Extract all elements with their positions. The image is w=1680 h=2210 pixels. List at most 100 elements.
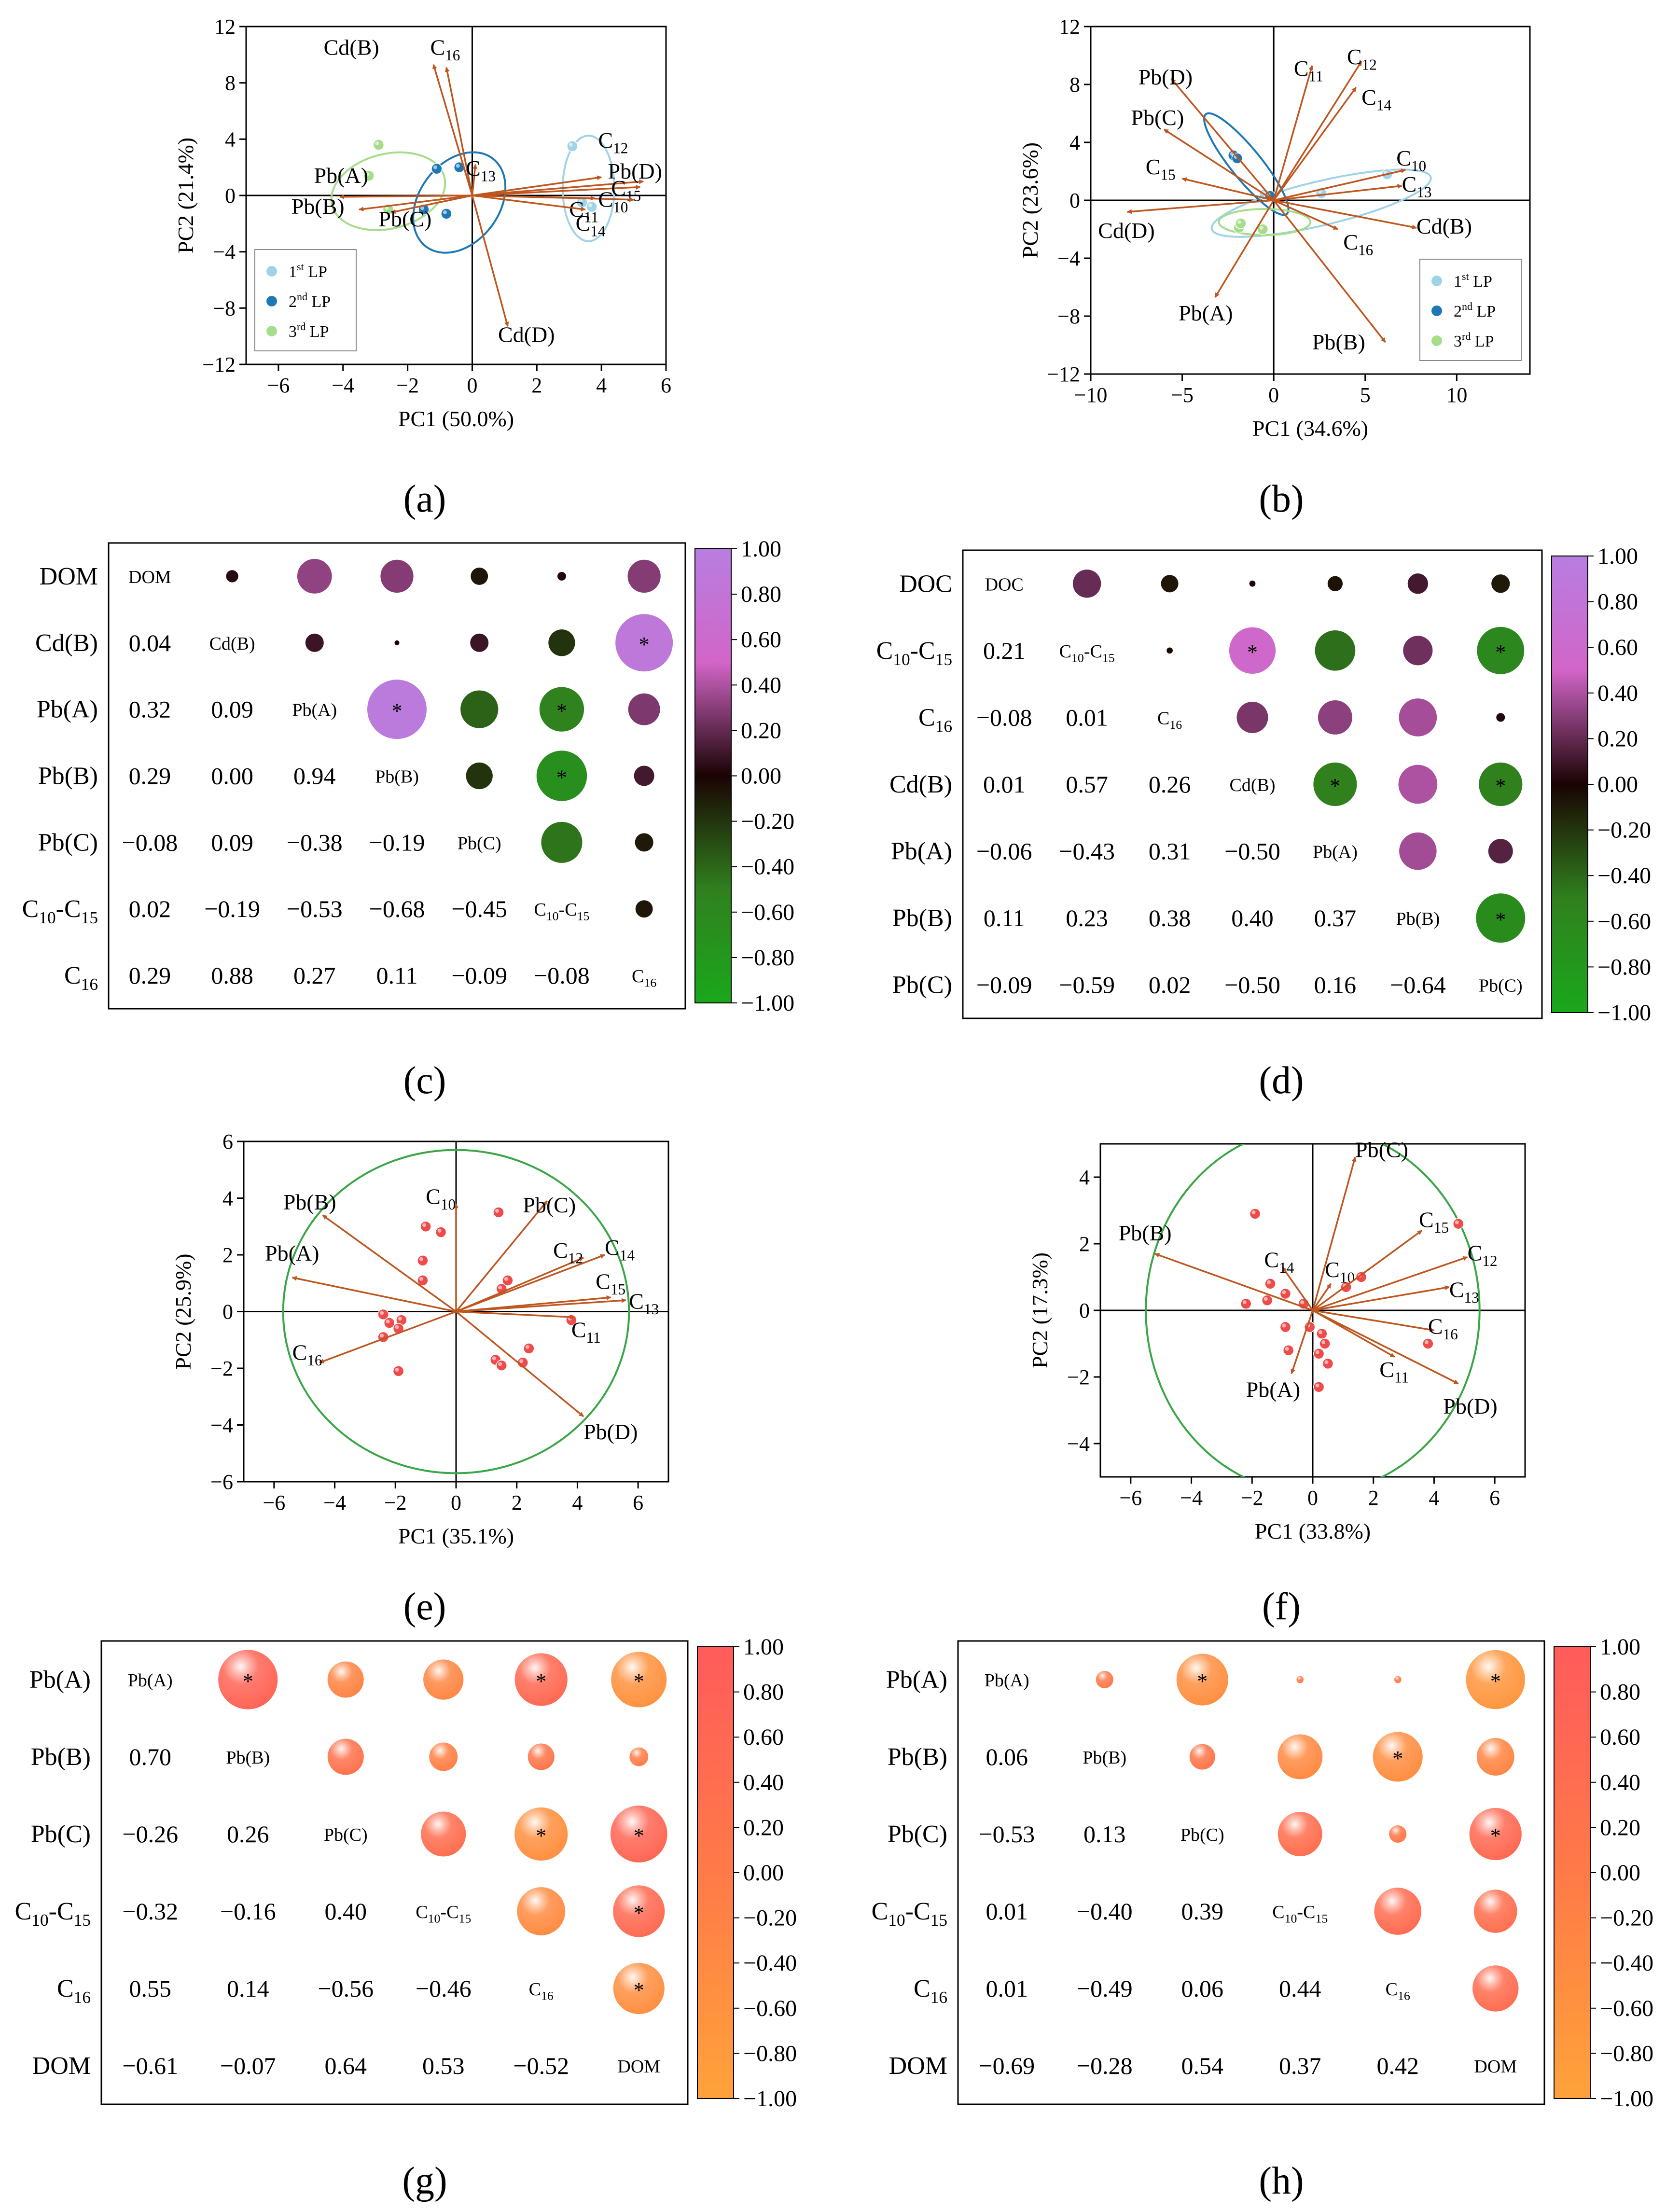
coefficient-value: 0.27	[293, 962, 336, 989]
x-tick-label: 0	[1268, 383, 1279, 407]
vector-label-pb-d: Pb(D)	[583, 1419, 638, 1444]
sample-point-highlight	[1318, 1330, 1322, 1334]
correlation-bubble	[305, 633, 324, 652]
colorbar-tick-label: 0.40	[741, 672, 781, 698]
x-tick-label: −2	[396, 374, 419, 397]
coefficient-value: 0.38	[1149, 904, 1191, 931]
row-label-pb-b: Pb(B)	[888, 1743, 947, 1771]
colorbar-tick-label: −0.60	[1600, 1996, 1653, 2021]
correlation-bubble	[1236, 701, 1268, 733]
sample-point-highlight	[1455, 1220, 1459, 1224]
coefficient-value: 0.88	[211, 962, 253, 989]
sample-point-highlight	[443, 210, 447, 214]
vector-label-cd-b: Cd(B)	[324, 35, 379, 59]
vector-label-cd-d: Cd(D)	[498, 322, 555, 347]
vector-label-pb-b: Pb(B)	[292, 194, 345, 219]
vector-label-pb-d: Pb(D)	[1139, 65, 1193, 89]
x-tick-label: −10	[1074, 383, 1108, 407]
significance-star: *	[556, 699, 567, 723]
correlation-bubble-shine	[514, 1653, 568, 1706]
row-label-doc: DOC	[899, 570, 952, 598]
significance-star: *	[392, 699, 403, 723]
coefficient-value: −0.68	[369, 895, 425, 922]
vector-label-pb-c: Pb(C)	[378, 207, 431, 231]
legend-entry: 1st LP	[1454, 270, 1492, 291]
colorbar-tick-label: 0.60	[741, 627, 781, 653]
colorbar-tick-label: 0.60	[1597, 635, 1638, 660]
pca-biplot-e: −6 −4 −2 0 2 4 6 −6 −4 −2 0 2 4 6 PC1 (35.1%) PC2 (25.9…	[171, 1130, 669, 1548]
coefficient-value: 0.00	[211, 763, 253, 790]
correlation-bubble	[1488, 839, 1513, 864]
sample-point-highlight	[1300, 1300, 1305, 1305]
colorbar	[697, 1646, 734, 2099]
sample-point	[1313, 1381, 1325, 1393]
loading-vector-c10	[1312, 1283, 1332, 1311]
sample-point-highlight	[525, 1345, 529, 1349]
x-tick-label: −4	[1180, 1486, 1203, 1510]
correlation-bubble-shine	[613, 1962, 665, 2015]
coefficient-value: 0.04	[129, 629, 171, 656]
panel-label-f: (f)	[1262, 1585, 1301, 1628]
sample-point-highlight	[1324, 1360, 1329, 1364]
sample-point	[493, 1207, 504, 1218]
correlation-bubble-shine	[423, 1659, 464, 1700]
vector-label-pb-c: Pb(C)	[523, 1193, 576, 1217]
coefficient-value: −0.59	[1059, 972, 1115, 999]
colorbar-tick-label: −0.40	[741, 854, 794, 880]
sample-point-highlight	[498, 1285, 502, 1290]
coefficient-value: 0.11	[984, 904, 1025, 931]
sample-point	[435, 1226, 447, 1238]
correlation-bubble-shine	[429, 1742, 458, 1771]
loading-vector-cd-d	[1126, 199, 1274, 214]
coefficient-value: 0.06	[986, 1743, 1028, 1770]
coefficient-value: 0.39	[1181, 1898, 1224, 1925]
correlation-bubble-shine	[629, 1747, 649, 1766]
diagonal-label-pb-a: Pb(A)	[128, 1670, 173, 1691]
coefficient-value: 0.37	[1279, 2052, 1321, 2079]
confidence-ellipse-1st-lp	[561, 134, 615, 242]
correlation-matrix-c: DOM Cd(B) Pb(A) Pb(B) Pb(C) C10​-C15​ C16​ DOM 0…	[22, 536, 795, 1016]
x-axis-label: PC1 (50.0%)	[398, 406, 514, 431]
coefficient-value: 0.01	[986, 1975, 1028, 2002]
coefficient-value: −0.52	[513, 2052, 569, 2079]
sample-point-highlight	[1251, 1210, 1256, 1214]
sample-point-highlight	[504, 1277, 508, 1281]
sample-point	[373, 139, 385, 151]
panel-label-a: (a)	[403, 478, 446, 520]
coefficient-value: −0.43	[1059, 838, 1115, 865]
vector-label-c12: C12​	[1347, 44, 1377, 73]
significance-star: *	[634, 1669, 644, 1693]
colorbar-tick-label: 1.00	[1597, 543, 1638, 569]
diagonal-label-pb-a: Pb(A)	[292, 700, 337, 721]
sample-point	[1319, 1338, 1331, 1349]
matrix-frame	[108, 542, 686, 1010]
coefficient-value: 0.01	[983, 771, 1026, 798]
y-tick-label: 4	[225, 127, 236, 151]
coefficient-value: 0.64	[325, 2052, 367, 2079]
sample-point	[1282, 1345, 1294, 1356]
vector-label-pb-a: Pb(A)	[1179, 301, 1233, 325]
colorbar-tick-label: −0.60	[1597, 909, 1651, 934]
correlation-bubble-shine	[1296, 1676, 1304, 1683]
vector-label-pb-a: Pb(A)	[314, 163, 368, 188]
coefficient-value: −0.08	[976, 704, 1032, 731]
coefficient-value: −0.19	[369, 829, 425, 856]
diagonal-label-c16: C16​	[1157, 708, 1182, 732]
row-label-pb-b: Pb(B)	[38, 763, 98, 790]
diagonal-label-c10-c15: C10​-C15​	[416, 1902, 471, 1926]
coefficient-value: 0.09	[211, 696, 253, 723]
correlation-bubble	[1399, 698, 1437, 737]
vector-label-pb-a: Pb(A)	[265, 1241, 319, 1265]
loading-vector-c12	[1312, 1256, 1468, 1311]
y-tick-label: 12	[1059, 15, 1080, 39]
colorbar-tick-label: −1.00	[1600, 2086, 1653, 2112]
y-tick-label: −12	[202, 353, 236, 376]
loading-vector-c12	[1273, 61, 1362, 201]
coefficient-value: 0.57	[1066, 771, 1108, 798]
coefficient-value: 0.02	[1149, 972, 1191, 999]
loading-vector-c12	[472, 175, 602, 196]
sample-point	[1249, 1208, 1261, 1220]
legend-marker	[266, 296, 277, 306]
correlation-bubble	[548, 629, 575, 656]
vector-label-c14: C14​	[576, 211, 606, 240]
